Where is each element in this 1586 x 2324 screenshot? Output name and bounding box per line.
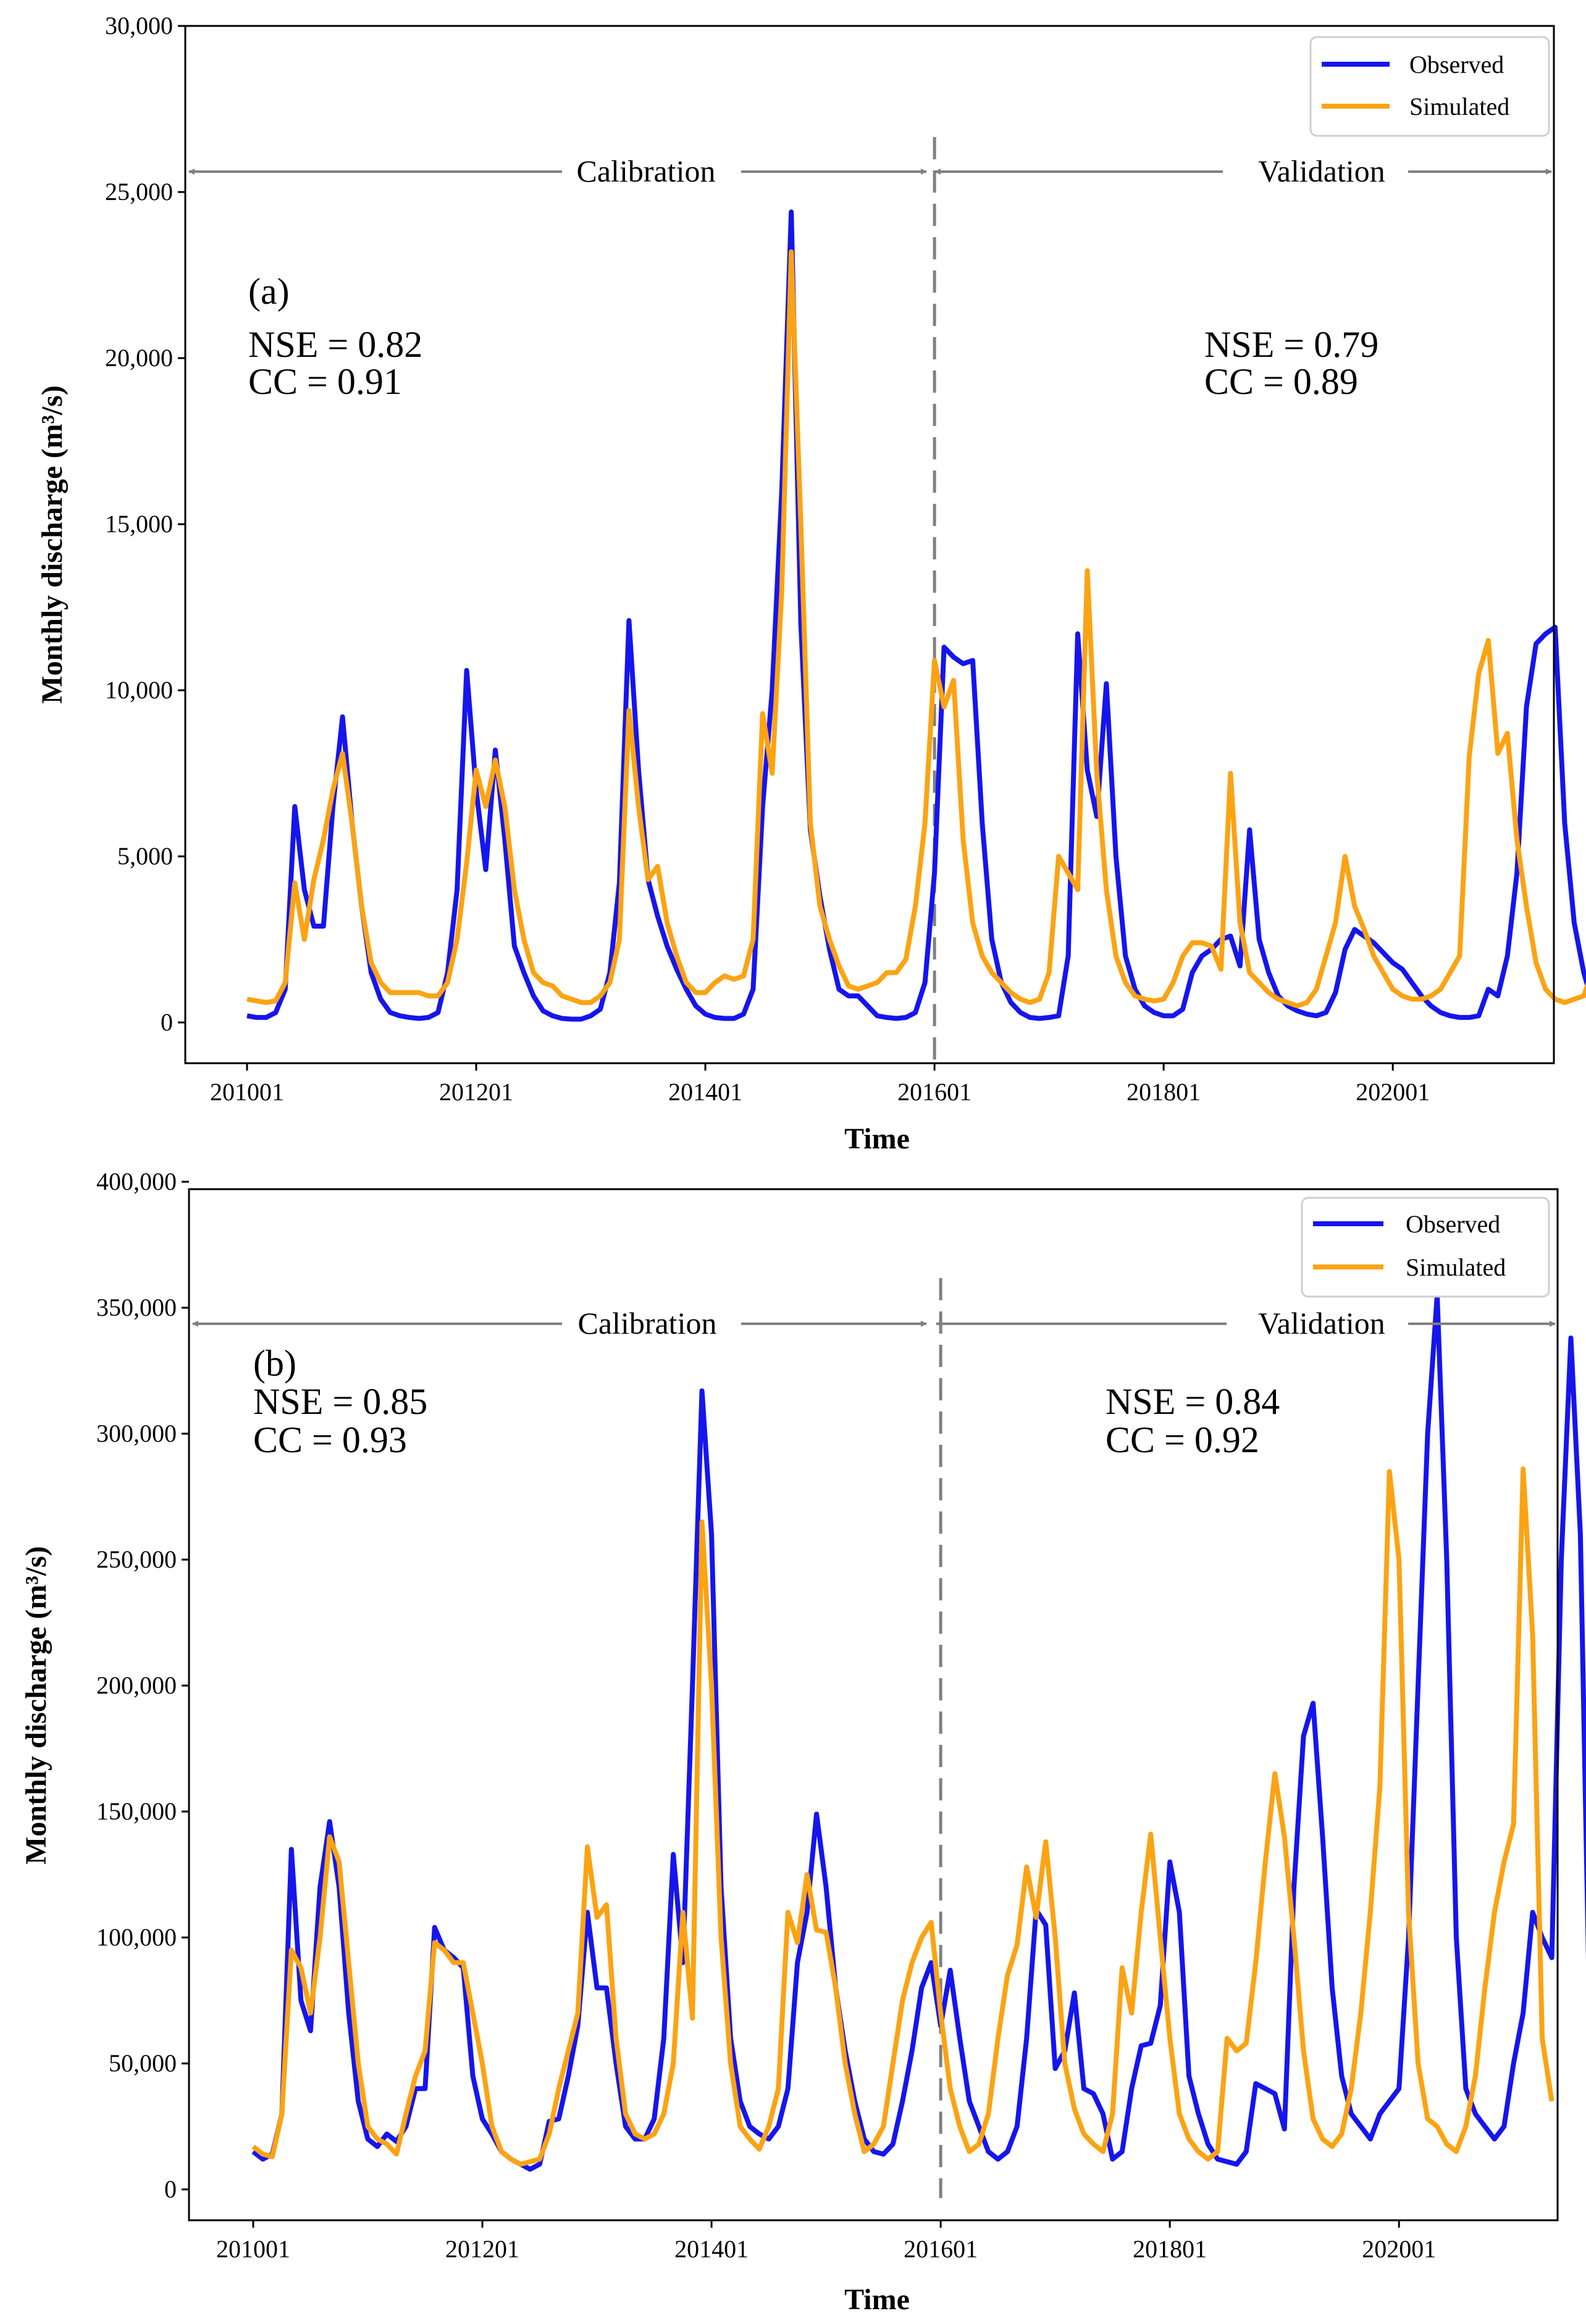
panel-a-x-tick-label: 201001: [210, 1078, 284, 1106]
panel-b-calibration-cc: CC = 0.93: [253, 1419, 407, 1460]
panel-b-y-axis-label: Monthly discharge (m³/s): [20, 1546, 52, 1865]
panel-b-y-tick-label: 200,000: [96, 1671, 177, 1699]
panel-b-validation-cc: CC = 0.92: [1106, 1419, 1259, 1460]
panel-b-legend-observed-label: Observed: [1406, 1210, 1500, 1238]
panel-b-y-tick-label: 350,000: [96, 1294, 177, 1321]
panel-a-series: [246, 137, 1586, 1063]
panel-a-simulated-series-line: [246, 249, 1586, 1009]
panel-a-y-tick-label: 15,000: [105, 510, 173, 538]
panel-a-calibration-cc: CC = 0.91: [248, 361, 402, 402]
panel-b-series: [251, 1278, 1586, 2198]
panel-b-y-tick-label: 300,000: [96, 1419, 177, 1447]
panel-a-calibration-nse: NSE = 0.82: [248, 324, 422, 365]
panel-a-x-tick-label: 201201: [439, 1078, 513, 1106]
panel-a-validation-cc: CC = 0.89: [1204, 361, 1358, 402]
panel-a-y-tick-label: 20,000: [105, 344, 173, 372]
panel-b-x-axis-label: Time: [844, 2283, 910, 2316]
panel-b-calibration-nse: NSE = 0.85: [253, 1381, 427, 1422]
panel-a-panel-label: (a): [248, 271, 290, 312]
panel-a-validation-label: Validation: [1258, 154, 1385, 188]
panel-a-x-axis-label: Time: [844, 1122, 910, 1155]
panel-b-x-tick-label: 201801: [1133, 2235, 1207, 2263]
panel-a-x-tick-label: 201401: [668, 1078, 742, 1106]
panel-b-observed-series-line: [251, 1292, 1586, 2172]
panel-b-x-tick-label: 201601: [904, 2235, 978, 2263]
panel-a-legend: Observed Simulated: [1309, 36, 1550, 137]
panel-a-x-tick-label: 202001: [1356, 1078, 1430, 1106]
panel-b-legend: Observed Simulated: [1301, 1197, 1550, 1298]
panel-b-ticks: 0 50,000 100,000 150,000 200,000 250,000 300,0…: [96, 1168, 1436, 2263]
panel-a-validation-nse: NSE = 0.79: [1204, 324, 1378, 365]
panel-b-x-tick-label: 201401: [674, 2235, 749, 2263]
panel-a-y-axis-label: Monthly discharge (m³/s): [36, 385, 69, 704]
panel-b-panel-label: (b): [253, 1343, 296, 1384]
panel-b-validation-nse: NSE = 0.84: [1106, 1381, 1280, 1422]
panel-b-y-tick-label: 250,000: [96, 1545, 177, 1573]
panel-b: 0 50,000 100,000 150,000 200,000 250,000 300,0…: [20, 1168, 1586, 2316]
panel-b-x-tick-label: 201201: [445, 2235, 519, 2263]
panel-a-y-tick-label: 30,000: [105, 12, 173, 40]
panel-a-plot-frame: [184, 25, 1555, 1064]
panel-a-x-tick-label: 201801: [1127, 1078, 1201, 1106]
panel-b-plot-frame: [188, 1188, 1559, 2222]
panel-b-legend-simulated-label: Simulated: [1406, 1253, 1506, 1281]
panel-a-legend-simulated-label: Simulated: [1409, 93, 1509, 120]
panel-a-legend-observed-label: Observed: [1409, 51, 1504, 78]
panel-b-y-tick-label: 150,000: [96, 1797, 177, 1825]
panel-a: 0 5,000 10,000 15,000 20,000 25,000 30,000 2010…: [36, 12, 1586, 1155]
panel-a-ticks: 0 5,000 10,000 15,000 20,000 25,000 30,000 2010…: [105, 12, 1430, 1106]
panel-b-y-tick-label: 100,000: [96, 1923, 177, 1951]
panel-a-y-tick-label: 5,000: [117, 842, 173, 870]
panel-b-x-tick-label: 202001: [1362, 2235, 1436, 2263]
panel-a-calibration-label: Calibration: [577, 154, 716, 188]
panel-b-y-tick-label: 400,000: [96, 1168, 177, 1195]
panel-b-y-tick-label: 50,000: [109, 2049, 177, 2077]
panel-a-x-tick-label: 201601: [897, 1078, 971, 1106]
panel-b-validation-label: Validation: [1258, 1306, 1385, 1340]
panel-a-y-tick-label: 25,000: [105, 178, 173, 206]
panel-b-y-tick-label: 0: [164, 2175, 177, 2203]
panel-a-y-tick-label: 10,000: [105, 676, 173, 704]
panel-a-y-tick-label: 0: [161, 1008, 173, 1036]
panel-b-x-tick-label: 201001: [216, 2235, 290, 2263]
panel-b-simulated-series-line: [251, 1466, 1555, 2167]
panel-b-calibration-label: Calibration: [578, 1306, 717, 1340]
